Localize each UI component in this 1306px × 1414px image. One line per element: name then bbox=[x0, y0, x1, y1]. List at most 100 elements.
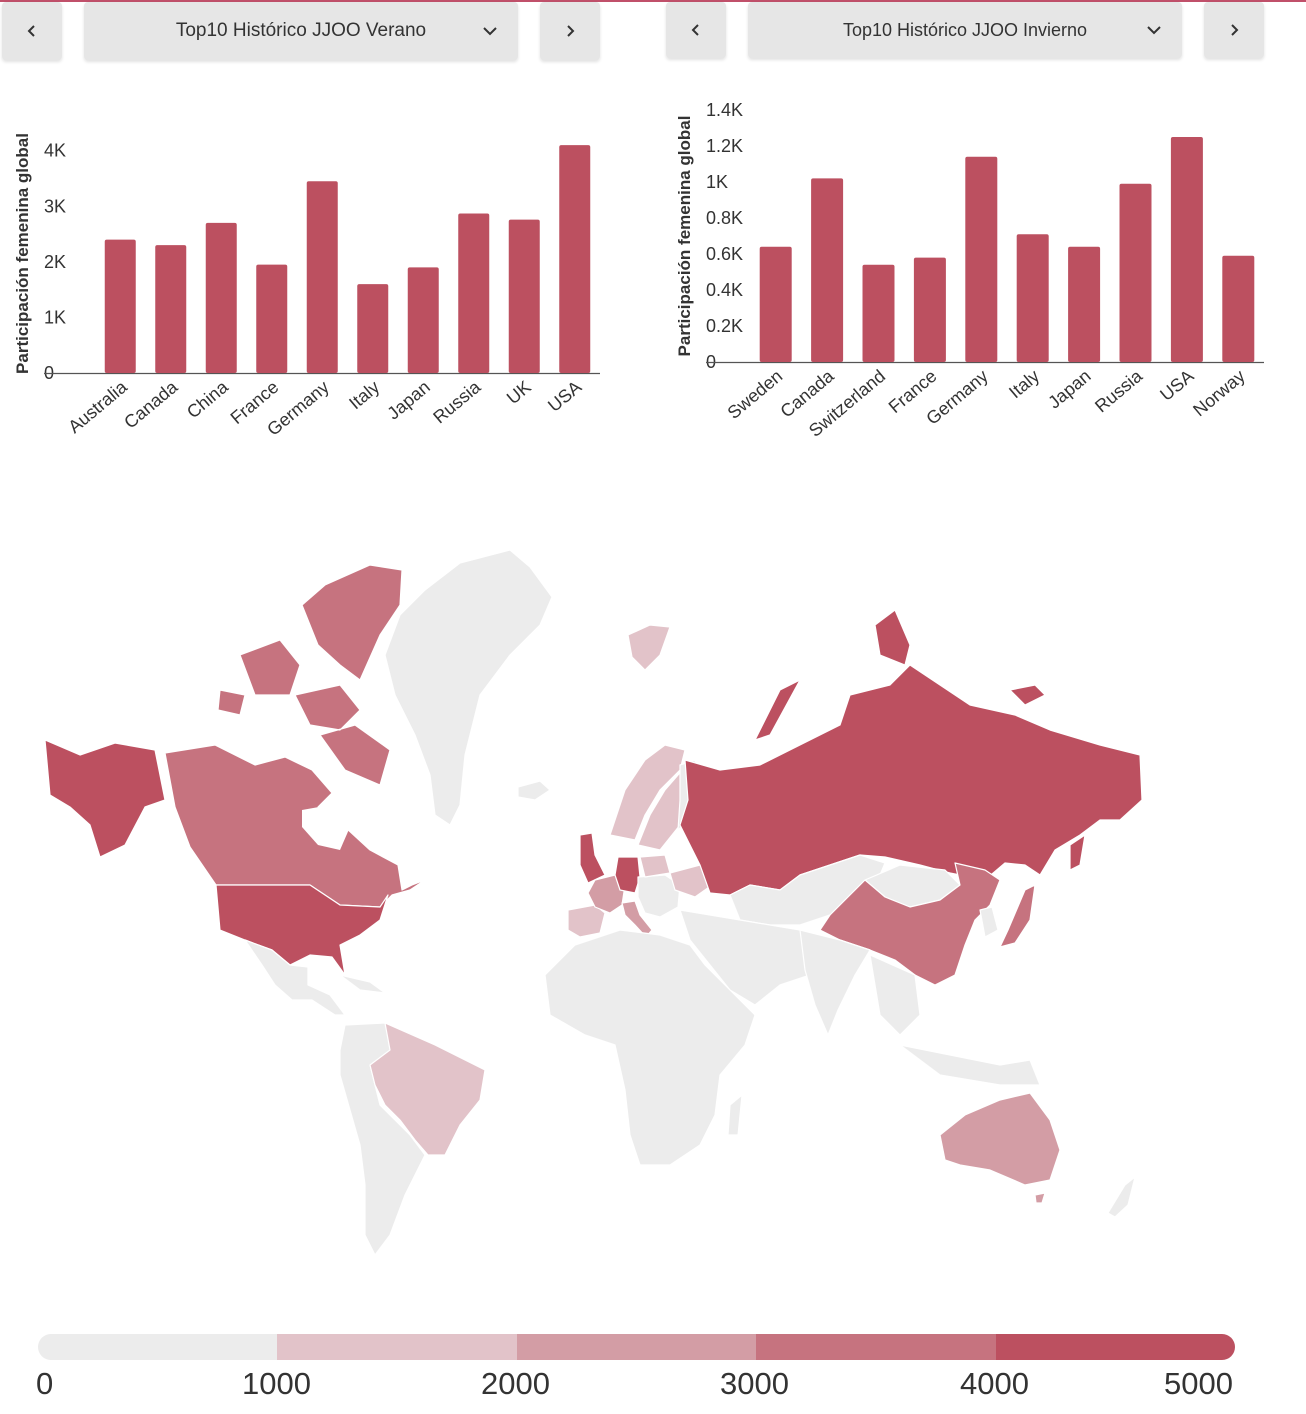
bar[interactable] bbox=[306, 181, 338, 373]
next-button-summer[interactable] bbox=[540, 2, 600, 60]
region-africa bbox=[544, 929, 756, 1166]
region-norway bbox=[609, 744, 686, 841]
region-alaska bbox=[44, 739, 166, 858]
region-south-asia bbox=[799, 929, 871, 1036]
region-mexico bbox=[244, 939, 346, 1016]
y-tick-label: 3K bbox=[44, 196, 66, 216]
x-tick-label: Japan bbox=[383, 377, 433, 424]
bar[interactable] bbox=[965, 156, 998, 362]
bar[interactable] bbox=[759, 246, 792, 362]
bar[interactable] bbox=[205, 222, 237, 373]
next-button-winter[interactable] bbox=[1204, 2, 1264, 58]
legend-bin-1 bbox=[277, 1334, 517, 1360]
legend-label-0: 0 bbox=[36, 1366, 54, 1401]
region-greenland bbox=[384, 549, 553, 826]
region-australia bbox=[939, 1092, 1061, 1186]
region-canada bbox=[164, 744, 426, 908]
chevron-left-icon bbox=[27, 25, 35, 37]
bar[interactable] bbox=[104, 239, 136, 373]
legend-label-1000: 1000 bbox=[242, 1366, 311, 1401]
bar[interactable] bbox=[559, 145, 591, 373]
region-russia-islands bbox=[754, 609, 1086, 871]
y-tick-label: 2K bbox=[44, 252, 66, 272]
bar[interactable] bbox=[458, 213, 490, 373]
chevron-right-icon bbox=[567, 25, 575, 37]
legend-label-2000: 2000 bbox=[481, 1366, 550, 1401]
region-tasmania bbox=[1034, 1192, 1046, 1204]
region-central-europe bbox=[637, 874, 681, 918]
region-middle-east bbox=[679, 909, 821, 1006]
dropdown-winter-label: Top10 Histórico JJOO Invierno bbox=[842, 19, 1088, 40]
region-spain bbox=[567, 904, 606, 938]
chevron-down-icon bbox=[1147, 26, 1161, 35]
region-iceland bbox=[517, 780, 551, 801]
bar[interactable] bbox=[811, 178, 844, 362]
y-tick-label: 1.2K bbox=[706, 136, 743, 156]
x-tick-label: Italy bbox=[345, 377, 383, 414]
legend-label-4000: 4000 bbox=[960, 1366, 1029, 1401]
prev-button-winter[interactable] bbox=[666, 2, 726, 58]
x-tick-label: USA bbox=[1156, 366, 1197, 405]
region-new-zealand bbox=[1107, 1176, 1136, 1218]
y-tick-label: 1K bbox=[44, 307, 66, 327]
bar[interactable] bbox=[1068, 246, 1101, 362]
bar[interactable] bbox=[913, 257, 946, 362]
bar[interactable] bbox=[407, 267, 439, 373]
region-japan bbox=[999, 884, 1036, 948]
y-tick-label: 1K bbox=[706, 172, 728, 192]
legend-labels: 0 1000 2000 3000 4000 5000 bbox=[0, 1362, 1306, 1402]
region-germany bbox=[614, 856, 641, 894]
bar[interactable] bbox=[1222, 255, 1255, 362]
x-tick-label: Norway bbox=[1189, 366, 1249, 421]
x-tick-label: Australia bbox=[64, 376, 131, 437]
world-choropleth-map bbox=[44, 549, 1143, 1256]
legend-bin-2 bbox=[517, 1334, 756, 1360]
y-tick-label: 4K bbox=[44, 141, 66, 161]
region-brazil bbox=[369, 1022, 486, 1156]
y-tick-label: 0.4K bbox=[706, 280, 743, 300]
summer-bar-chart: Participación femenina global 01K2K3K4KAu… bbox=[13, 133, 600, 440]
dropdown-summer-label: Top10 Histórico JJOO Verano bbox=[175, 20, 427, 41]
region-caribbean bbox=[339, 974, 386, 994]
y-axis-label: Participación femenina global bbox=[675, 116, 694, 357]
legend-label-3000: 3000 bbox=[720, 1366, 789, 1401]
winter-bar-chart: Participación femenina global00.2K0.4K0.… bbox=[675, 100, 1264, 441]
legend-bin-3 bbox=[756, 1334, 996, 1360]
region-poland bbox=[639, 854, 671, 878]
bar[interactable] bbox=[862, 264, 895, 362]
region-se-asia bbox=[869, 954, 1041, 1086]
x-tick-label: USA bbox=[544, 377, 585, 416]
bar[interactable] bbox=[1016, 234, 1049, 362]
x-tick-label: Japan bbox=[1044, 366, 1094, 413]
y-tick-label: 0.2K bbox=[706, 316, 743, 336]
x-tick-label: China bbox=[183, 376, 233, 422]
x-tick-label: Canada bbox=[120, 376, 182, 432]
region-madagascar bbox=[727, 1094, 743, 1136]
x-tick-label: Sweden bbox=[724, 366, 787, 423]
region-hudson-bay bbox=[302, 805, 350, 850]
y-tick-label: 0.8K bbox=[706, 208, 743, 228]
bar[interactable] bbox=[155, 245, 187, 373]
bar[interactable] bbox=[1119, 183, 1152, 362]
color-scale-legend bbox=[38, 1334, 1235, 1360]
prev-button-summer[interactable] bbox=[2, 2, 62, 60]
region-svalbard bbox=[627, 624, 671, 671]
region-canada-islands bbox=[217, 564, 403, 786]
y-axis-label: Participación femenina global bbox=[13, 133, 32, 374]
region-uk bbox=[579, 832, 606, 884]
bar[interactable] bbox=[508, 219, 540, 373]
bar[interactable] bbox=[1170, 137, 1203, 362]
y-tick-label: 0.6K bbox=[706, 244, 743, 264]
chevron-left-icon bbox=[691, 24, 699, 36]
legend-bin-4 bbox=[996, 1334, 1235, 1360]
region-korea bbox=[979, 906, 999, 938]
x-tick-label: Italy bbox=[1005, 366, 1043, 403]
x-tick-label: UK bbox=[503, 377, 535, 408]
legend-bin-0 bbox=[38, 1334, 277, 1360]
dropdown-summer[interactable]: Top10 Histórico JJOO Verano bbox=[84, 2, 518, 60]
top-accent-line bbox=[0, 0, 1306, 2]
bar[interactable] bbox=[256, 264, 288, 373]
dropdown-winter[interactable]: Top10 Histórico JJOO Invierno bbox=[748, 2, 1182, 58]
y-tick-label: 1.4K bbox=[706, 100, 743, 120]
bar[interactable] bbox=[357, 284, 389, 373]
